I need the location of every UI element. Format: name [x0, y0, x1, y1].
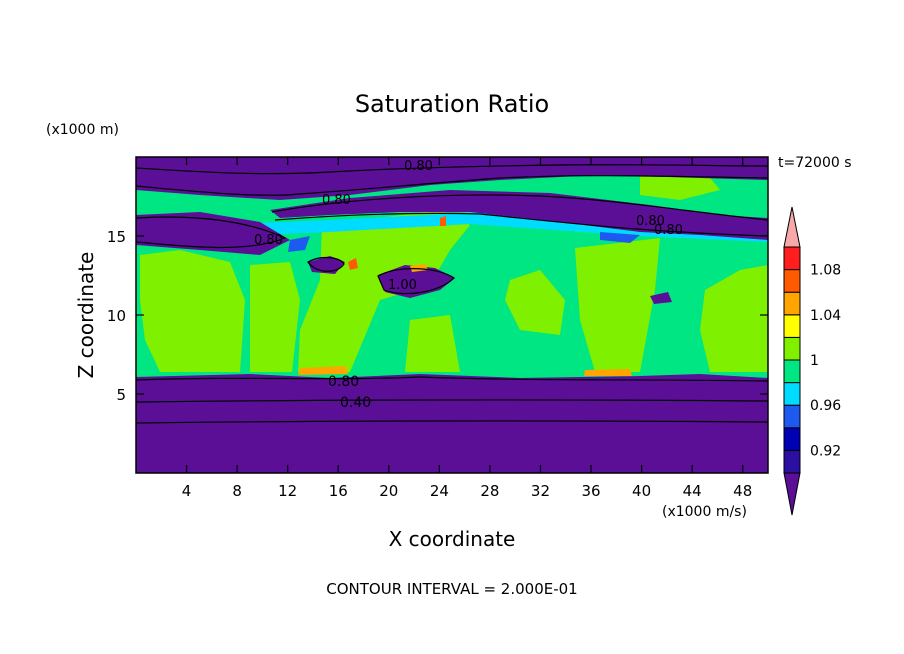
warm-spot [348, 258, 358, 270]
contour-line [136, 420, 768, 424]
upper-purple-band [270, 190, 768, 240]
y-tick-label: 10 [107, 307, 126, 325]
lime-region [505, 270, 565, 335]
contour-line [307, 256, 345, 272]
contour-line [274, 212, 768, 237]
lime-region [250, 262, 300, 372]
contour-line [377, 268, 455, 295]
y-axis-label: Z coordinate [74, 252, 98, 379]
lime-region [405, 315, 460, 372]
colorbar-segment [783, 291, 801, 316]
contour-label: 0.80 [404, 159, 433, 174]
lime-region [700, 265, 768, 372]
contour-label: 0.80 [322, 193, 351, 208]
contour-label: 0.40 [340, 395, 371, 411]
x-tick-label: 28 [480, 482, 499, 500]
contour-line [136, 216, 287, 249]
heatmap-field [136, 157, 768, 473]
x-tick-label: 12 [278, 482, 297, 500]
warm-spot [584, 369, 632, 376]
contour-line [136, 175, 768, 196]
contour-lines [136, 164, 768, 424]
x-tick-label: 32 [531, 482, 550, 500]
colorbar-bottom-arrow [783, 472, 801, 516]
blue-fringe [600, 232, 640, 243]
colorbar-segment [783, 336, 801, 361]
blue-fringe [288, 236, 310, 252]
contour-label: 0.80 [254, 233, 283, 248]
colorbar-segment [783, 314, 801, 338]
colorbar-tick-label: 1.04 [810, 308, 841, 324]
contour-line [136, 399, 768, 403]
colorbar-segment [783, 404, 801, 429]
contour-label: 0.80 [654, 223, 683, 238]
contour-line [136, 164, 768, 175]
x-axis-label: X coordinate [389, 527, 516, 551]
colorbar-top-arrow [783, 206, 801, 248]
contour-labels: 0.80 0.80 0.80 0.80 0.80 1.00 0.80 0.40 [254, 159, 683, 411]
colorbar-tick-label: 1 [810, 353, 819, 369]
lime-region [140, 250, 245, 372]
x-tick-label: 48 [733, 482, 752, 500]
x-tick-label: 4 [182, 482, 192, 500]
colorbar-segment [783, 449, 801, 474]
warm-spot [410, 264, 428, 272]
lime-region [575, 238, 660, 372]
colorbar-segment [783, 359, 801, 384]
colorbar-tick-label: 0.92 [810, 443, 841, 459]
purple-blob [650, 292, 672, 304]
x-tick-label: 36 [581, 482, 600, 500]
colorbar-tick-label: 1.08 [810, 263, 841, 279]
contour-label: 0.80 [636, 214, 665, 229]
colorbar: 0.92 0.96 1 1.04 1.08 [783, 206, 841, 516]
contour-line [136, 376, 768, 382]
x-tick-label: 44 [683, 482, 702, 500]
y-tick-label: 15 [107, 228, 126, 246]
x-tick-label: 20 [379, 482, 398, 500]
contour-label: 1.00 [388, 278, 417, 293]
colorbar-tick-label: 0.96 [810, 398, 841, 414]
upper-purple-band [136, 157, 768, 200]
x-tick-label: 40 [632, 482, 651, 500]
warm-spot [440, 216, 446, 226]
contour-line [271, 194, 768, 221]
lime-region [298, 210, 470, 372]
y-unit-label: (x1000 m) [46, 122, 119, 138]
warm-spot [298, 366, 348, 375]
chart-title: Saturation Ratio [355, 90, 549, 118]
purple-blob [378, 265, 455, 298]
colorbar-segment [783, 427, 801, 451]
contour-interval-footer: CONTOUR INTERVAL = 2.000E-01 [326, 580, 577, 598]
colorbar-segment [783, 382, 801, 406]
time-label: t=72000 s [778, 155, 852, 171]
colorbar-segment [783, 269, 801, 293]
x-tick-label: 8 [232, 482, 242, 500]
upper-purple-band [136, 212, 290, 255]
colorbar-segment [783, 246, 801, 271]
lower-layer [136, 374, 768, 473]
contour-label: 0.80 [328, 374, 359, 390]
y-tick-label: 5 [116, 386, 126, 404]
x-tick-label: 24 [430, 482, 449, 500]
x-tick-label: 16 [329, 482, 348, 500]
x-unit-label: (x1000 m/s) [662, 504, 747, 520]
